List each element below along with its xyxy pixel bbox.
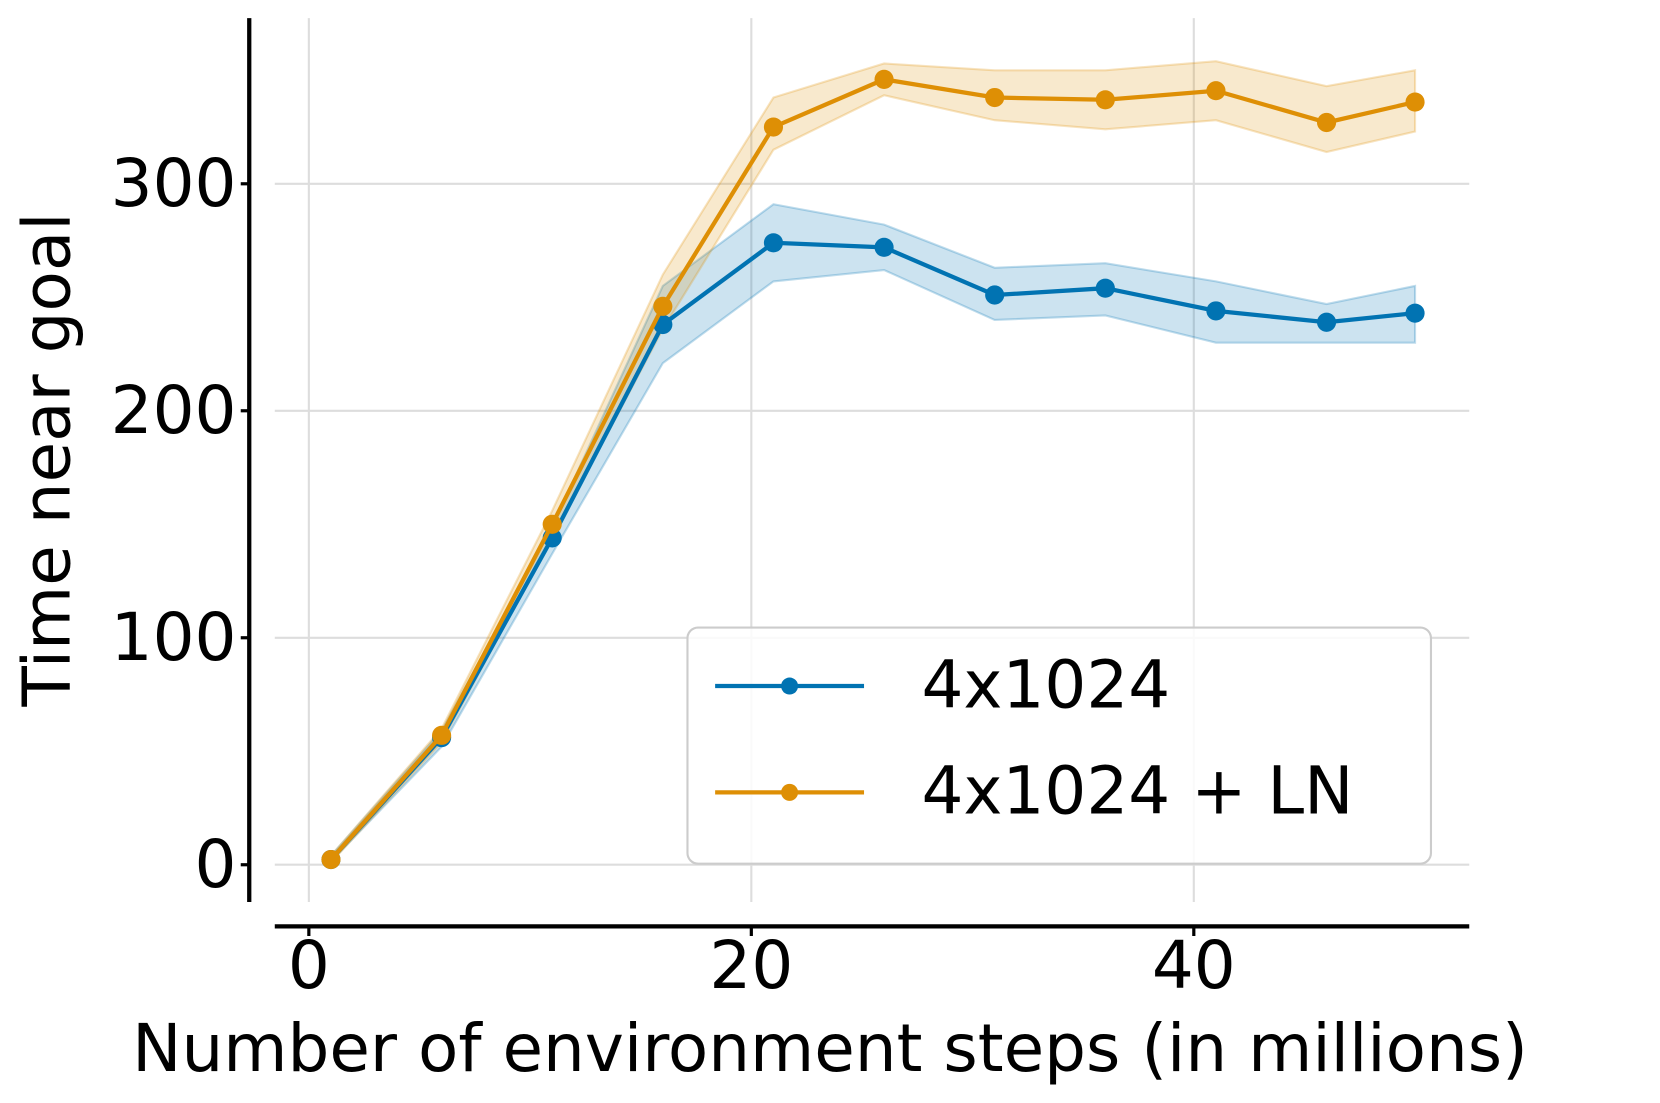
marker: [763, 233, 784, 253]
marker: [1316, 312, 1337, 332]
marker: [1405, 303, 1425, 323]
marker: [985, 87, 1005, 108]
x-tick-label: 20: [709, 927, 793, 1004]
legend-box: [686, 626, 1433, 865]
y-tick-label: 200: [111, 372, 237, 449]
marker: [874, 237, 894, 257]
marker: [985, 285, 1005, 305]
legend: 4x1024 4x1024 + LN: [686, 626, 1433, 865]
marker: [1405, 92, 1425, 112]
marker: [321, 849, 341, 870]
error-band: [329, 203, 1417, 864]
y-tick-label: 300: [111, 145, 237, 222]
legend-label: 4x1024: [921, 646, 1170, 723]
marker: [1316, 112, 1337, 133]
marker: [653, 296, 673, 316]
y-tick-label: 0: [195, 826, 237, 903]
marker: [432, 725, 452, 745]
marker: [1095, 278, 1115, 298]
x-axis-label: Number of environment steps (in millions…: [132, 1010, 1528, 1087]
marker: [1206, 301, 1226, 321]
marker: [1095, 90, 1115, 110]
marker: [763, 117, 784, 137]
legend-label: 4x1024 + LN: [921, 753, 1353, 830]
marker: [1206, 81, 1226, 101]
x-tick-label: 0: [288, 927, 330, 1004]
y-tick-label: 100: [111, 599, 237, 676]
legend-marker: [781, 677, 799, 695]
x-tick-label: 40: [1152, 927, 1236, 1004]
marker: [874, 69, 894, 89]
y-axis-label: Time near goal: [8, 212, 85, 707]
legend-marker: [781, 783, 799, 801]
marker: [542, 514, 562, 534]
